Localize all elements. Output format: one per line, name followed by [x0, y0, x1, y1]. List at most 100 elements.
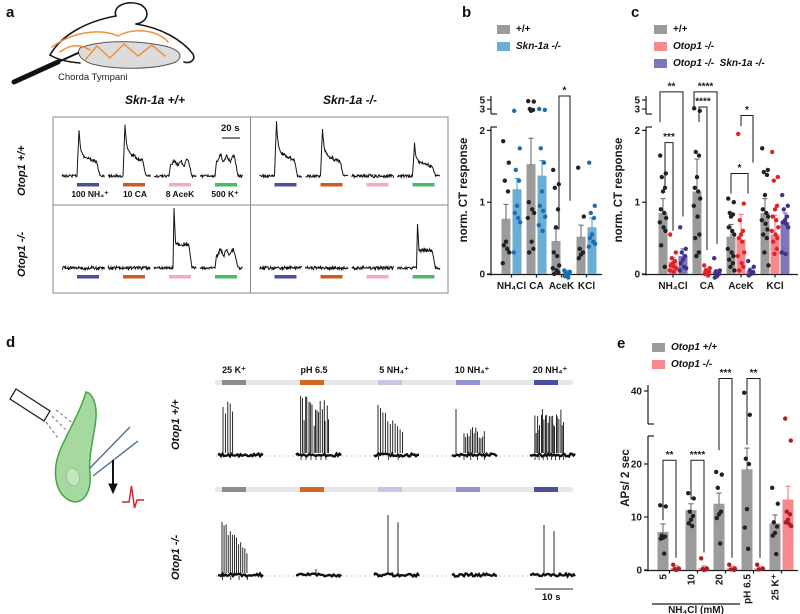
data-point	[541, 160, 547, 165]
data-point	[555, 207, 561, 212]
data-point	[702, 271, 707, 277]
data-point	[531, 99, 536, 104]
y-tick-label: 0	[479, 270, 485, 281]
mouse-head-outline	[49, 15, 117, 56]
data-point	[732, 268, 737, 273]
legend-item: Otop1 -/- Skn-1a -/-	[654, 55, 765, 72]
data-point	[776, 225, 781, 230]
data-point	[669, 256, 674, 261]
spike-train	[217, 521, 264, 580]
legend-label: +/+	[516, 24, 531, 35]
sig-stars: ***	[663, 132, 675, 143]
data-point	[532, 210, 537, 216]
data-point	[726, 196, 731, 201]
data-point	[780, 192, 785, 198]
ct-trace	[351, 264, 395, 272]
data-point	[759, 217, 764, 223]
y-tick-label: 0	[634, 270, 640, 281]
data-point	[740, 239, 745, 244]
data-point	[716, 512, 722, 517]
data-point	[714, 515, 719, 521]
sig-bracket	[664, 142, 674, 231]
data-point	[764, 210, 769, 216]
data-point	[747, 412, 752, 417]
data-point	[517, 146, 522, 151]
legend-item: Otop1 -/-	[654, 38, 765, 55]
bar	[760, 212, 770, 274]
data-point	[696, 153, 702, 158]
data-point	[516, 215, 521, 221]
data-point	[660, 189, 666, 194]
data-point	[551, 250, 556, 255]
data-point	[779, 250, 784, 255]
data-point	[730, 228, 735, 234]
data-point	[505, 189, 511, 194]
data-point	[737, 268, 742, 273]
panel-label-e: e	[617, 335, 626, 352]
data-point	[712, 256, 717, 261]
data-point	[662, 551, 667, 556]
bar	[587, 227, 597, 274]
legend-swatch	[654, 42, 667, 51]
electrode-icon	[11, 52, 79, 85]
panel-label-d: d	[6, 334, 16, 351]
data-point	[707, 266, 712, 271]
data-point	[789, 523, 794, 529]
d-stim-label-5nh4: 5 NH₄⁺	[379, 365, 409, 375]
data-point	[677, 268, 682, 273]
sig-stars: ****	[695, 96, 711, 107]
mouse-ear	[114, 1, 148, 25]
x-tick-label: NH₄Cl	[497, 281, 526, 292]
data-point	[541, 208, 546, 214]
bar	[501, 218, 511, 274]
data-point	[762, 250, 767, 255]
d-stim-label-ph: pH 6.5	[300, 365, 328, 375]
data-point	[783, 416, 788, 421]
data-point	[526, 200, 531, 205]
data-point	[715, 485, 720, 491]
data-point	[775, 501, 780, 506]
data-point	[555, 253, 560, 259]
data-point	[692, 185, 697, 191]
data-point	[764, 172, 770, 178]
sig-stars: **	[668, 81, 676, 92]
data-point	[680, 257, 686, 262]
data-point	[697, 232, 702, 237]
data-point	[542, 107, 547, 113]
bar	[713, 503, 725, 570]
bar	[685, 510, 697, 570]
data-point	[663, 171, 668, 176]
y-tick-label: 1	[479, 198, 485, 209]
panel-b-chart: 0 1 2 35 norm. CT response NH₄Cl CA AceK KCl *	[458, 85, 602, 292]
sig-bracket	[693, 91, 718, 244]
cell-nucleus	[65, 467, 81, 487]
x-tick-label: AceK	[728, 281, 754, 292]
data-point	[530, 207, 535, 212]
data-point	[516, 178, 522, 183]
data-point	[727, 562, 732, 567]
ct-trace	[154, 158, 197, 179]
data-point	[690, 523, 695, 529]
data-point	[500, 261, 505, 266]
data-point	[514, 203, 520, 208]
stimulus-label-acek: 8 AceK	[165, 189, 195, 199]
data-point	[690, 513, 696, 519]
data-point	[730, 261, 735, 266]
data-point	[693, 235, 698, 241]
data-point	[741, 264, 746, 270]
data-point	[727, 257, 732, 262]
data-point	[742, 390, 747, 395]
data-point	[731, 567, 737, 573]
data-point	[774, 203, 780, 208]
data-point	[788, 438, 793, 443]
data-point	[694, 174, 700, 180]
data-point	[738, 232, 744, 237]
data-point	[512, 108, 517, 114]
bar	[658, 212, 668, 274]
data-point	[513, 167, 518, 173]
legend-b: +/+ Skn-1a -/-	[497, 21, 561, 55]
ct-trace	[305, 264, 349, 272]
data-point	[781, 207, 786, 212]
data-point	[760, 207, 765, 212]
